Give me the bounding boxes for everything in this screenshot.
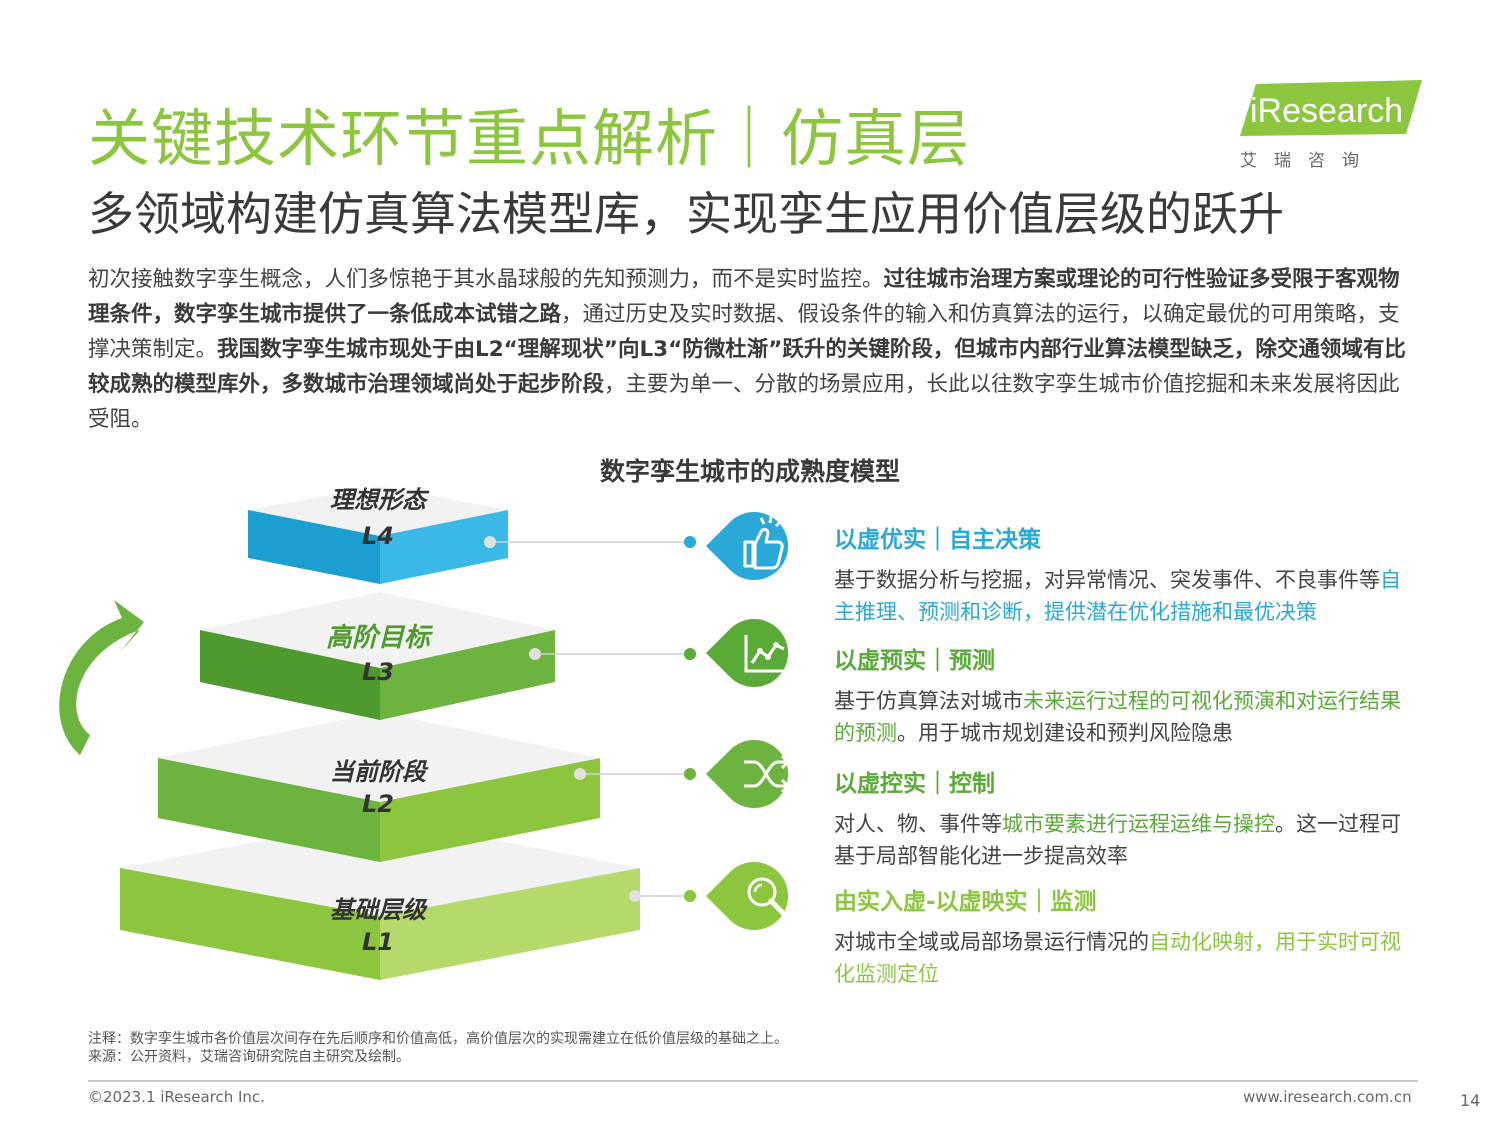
level-l4-text-plain: 基于数据分析与挖掘，对异常情况、突发事件、不良事件等 [834, 568, 1380, 592]
level-l1-heading: 由实入虚-以虚映实｜监测 [834, 889, 1097, 915]
level-l1-code: L1 [362, 928, 394, 956]
connector-l4 [484, 536, 696, 548]
level-l3-name: 高阶目标 [326, 623, 434, 653]
level-l1-description: 由实入虚-以虚映实｜监测 对城市全域或局部场景运行情况的自动化映射，用于实时可视… [834, 882, 1414, 990]
level-l1-name: 基础层级 [330, 896, 428, 924]
connector-l2 [574, 768, 696, 780]
level-l4-heading: 以虚优实｜自主决策 [834, 527, 1041, 553]
page-number: 14 [1460, 1091, 1481, 1110]
page-title: 关键技术环节重点解析｜仿真层 [88, 102, 971, 175]
level-l3-text-highlight: 未来运行过程的可视化预演和对运行结果的预测 [834, 689, 1401, 745]
footnotes: 注释：数字孪生城市各价值层次间存在先后顺序和价值高低，高价值层次的实现需建立在低… [88, 1030, 788, 1066]
chart-title: 数字孪生城市的成熟度模型 [599, 457, 900, 486]
thumbs-up-icon [706, 512, 789, 580]
level-l2-text: 对人、物、事件等城市要素进行运程运维与操控。这一过程可基于局部智能化进一步提高效… [834, 808, 1414, 872]
level-l2-description: 以虚控实｜控制 对人、物、事件等城市要素进行运程运维与操控。这一过程可基于局部智… [834, 764, 1414, 872]
level-l4-name: 理想形态 [330, 486, 430, 514]
intro-sentence-2: ，通过历史及实时数据、假设条件的输入和仿真算法的运行，以确定最优的可用策略，支撑… [88, 302, 1400, 362]
level-l3-block [200, 592, 555, 720]
intro-paragraph: 初次接触数字孪生概念，人们多惊艳于其水晶球般的先知预测力，而不是实时监控。过往城… [88, 262, 1418, 437]
level-l4-text: 基于数据分析与挖掘，对异常情况、突发事件、不良事件等自主推理、预测和诊断，提供潜… [834, 564, 1414, 628]
level-l4-text-highlight: 自主推理、预测和诊断，提供潜在优化措施和最优决策 [834, 568, 1401, 624]
level-l3-description: 以虚预实｜预测 基于仿真算法对城市未来运行过程的可视化预演和对运行结果的预测。用… [834, 641, 1414, 749]
level-l2-text-highlight: 城市要素进行运程运维与操控 [1002, 812, 1275, 836]
maturity-pyramid: 理想形态 L4 高阶目标 L3 当前阶段 L2 基础层级 L1 [59, 486, 696, 980]
level-l2-heading: 以虚控实｜控制 [834, 771, 995, 797]
level-l3-text-plain: 基于仿真算法对城市 [834, 689, 1023, 713]
footer-divider [88, 1080, 1418, 1082]
level-l1-text-highlight: 自动化映射，用于实时可视化监测定位 [834, 930, 1401, 986]
level-l3-text: 基于仿真算法对城市未来运行过程的可视化预演和对运行结果的预测。用于城市规划建设和… [834, 685, 1414, 749]
level-l2-block [158, 712, 600, 862]
level-l3-text-tail: 。用于城市规划建设和预判风险隐患 [897, 721, 1233, 745]
connector-l3 [529, 648, 696, 660]
level-l1-text-plain: 对城市全域或局部场景运行情况的 [834, 930, 1149, 954]
iresearch-logo: iResearch [1240, 80, 1422, 136]
connector-l1 [629, 890, 696, 902]
footnote-source: 来源：公开资料，艾瑞咨询研究院自主研究及绘制。 [88, 1049, 410, 1065]
website-link[interactable]: www.iresearch.com.cn [1243, 1088, 1412, 1106]
level-l2-text-tail: 。这一过程可基于局部智能化进一步提高效率 [834, 812, 1401, 868]
intro-sentence-1: 初次接触数字孪生概念，人们多惊艳于其水晶球般的先知预测力，而不是实时监控。 [88, 267, 884, 292]
level-l4-description: 以虚优实｜自主决策 基于数据分析与挖掘，对异常情况、突发事件、不良事件等自主推理… [834, 520, 1414, 628]
copyright-text: ©2023.1 iResearch Inc. [88, 1088, 265, 1106]
magnifier-icon [706, 862, 789, 930]
level-l4-block [248, 486, 508, 584]
level-l4-code: L4 [362, 522, 394, 550]
shuffle-arrows-icon [706, 740, 791, 808]
page-subtitle: 多领域构建仿真算法模型库，实现孪生应用价值层级的跃升 [88, 187, 1284, 241]
level-l3-heading: 以虚预实｜预测 [834, 648, 995, 674]
level-l2-text-plain: 对人、物、事件等 [834, 812, 1002, 836]
level-l2-name: 当前阶段 [330, 758, 429, 786]
line-chart-icon [706, 619, 789, 687]
logo-chinese-name: 艾瑞咨询 [1240, 151, 1376, 171]
footnote-note: 注释：数字孪生城市各价值层次间存在先后顺序和价值高低，高价值层次的实现需建立在低… [88, 1031, 788, 1047]
logo-text: iResearch [1250, 92, 1403, 130]
level-l1-text: 对城市全域或局部场景运行情况的自动化映射，用于实时可视化监测定位 [834, 926, 1414, 990]
intro-sentence-3: ，主要为单一、分散的场景应用，长此以往数字孪生城市价值挖掘和未来发展将因此受阻。 [88, 372, 1400, 432]
curved-arrow-icon [59, 600, 144, 755]
level-l1-block [120, 818, 640, 980]
level-l2-code: L2 [362, 790, 394, 818]
intro-bold-2: 我国数字孪生城市现处于由L2“理解现状”向L3“防微杜渐”跃升的关键阶段，但城市… [88, 337, 1406, 397]
level-l3-code: L3 [362, 658, 394, 686]
intro-bold-1: 过往城市治理方案或理论的可行性验证多受限于客观物理条件，数字孪生城市提供了一条低… [88, 267, 1400, 327]
